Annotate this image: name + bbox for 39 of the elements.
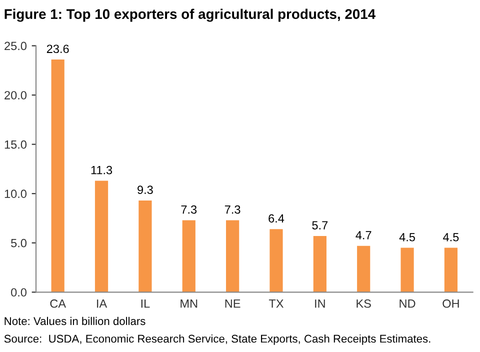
data-label: 23.6 xyxy=(46,44,69,54)
y-tick-label: 15.0 xyxy=(4,140,27,149)
x-tick-label: IA xyxy=(97,300,108,308)
data-label: 9.3 xyxy=(138,186,153,194)
text: Note: Values in billion dollars xyxy=(4,316,146,326)
data-label: 5.7 xyxy=(312,221,328,230)
bar xyxy=(226,220,240,292)
y-tick-label: 10.0 xyxy=(4,190,27,198)
bar xyxy=(400,248,414,292)
x-tick-label: ND xyxy=(400,300,416,308)
x-tick-label: NE xyxy=(225,300,240,308)
bar xyxy=(94,180,108,292)
x-tick-label: KS xyxy=(356,299,371,308)
x-tick-label: MN xyxy=(180,300,198,308)
x-tick-label: IL xyxy=(141,300,150,308)
y-tick-label: 0.0 xyxy=(11,288,27,297)
x-tick-label: CA xyxy=(50,299,66,308)
x-tick-label: TX xyxy=(268,300,284,308)
x-tick-label: OH xyxy=(442,299,459,308)
data-label: 11.3 xyxy=(91,166,112,174)
bar xyxy=(444,248,458,292)
bar xyxy=(270,229,283,292)
bar xyxy=(51,60,64,292)
y-tick-label: 5.0 xyxy=(11,238,27,248)
data-label: 7.3 xyxy=(224,205,240,214)
data-label: 4.5 xyxy=(399,233,415,242)
chart-title: Figure 1: Top 10 exporters of agricultural products, 2014 xyxy=(4,8,376,22)
data-label: 6.4 xyxy=(268,214,284,223)
bar xyxy=(182,220,196,292)
bar xyxy=(138,200,152,292)
data-label: 7.3 xyxy=(181,205,197,214)
y-tick-label: 25.0 xyxy=(4,42,27,50)
bar xyxy=(313,236,326,292)
data-label: 4.7 xyxy=(356,231,372,240)
bar xyxy=(357,246,370,292)
data-label: 4.5 xyxy=(443,233,459,242)
y-tick-label: 20.0 xyxy=(4,91,27,100)
x-tick-label: IN xyxy=(315,300,325,308)
source-note: Source: USDA, Economic Research Service, State Exports, Cash Receipts Estimates. xyxy=(4,334,430,345)
